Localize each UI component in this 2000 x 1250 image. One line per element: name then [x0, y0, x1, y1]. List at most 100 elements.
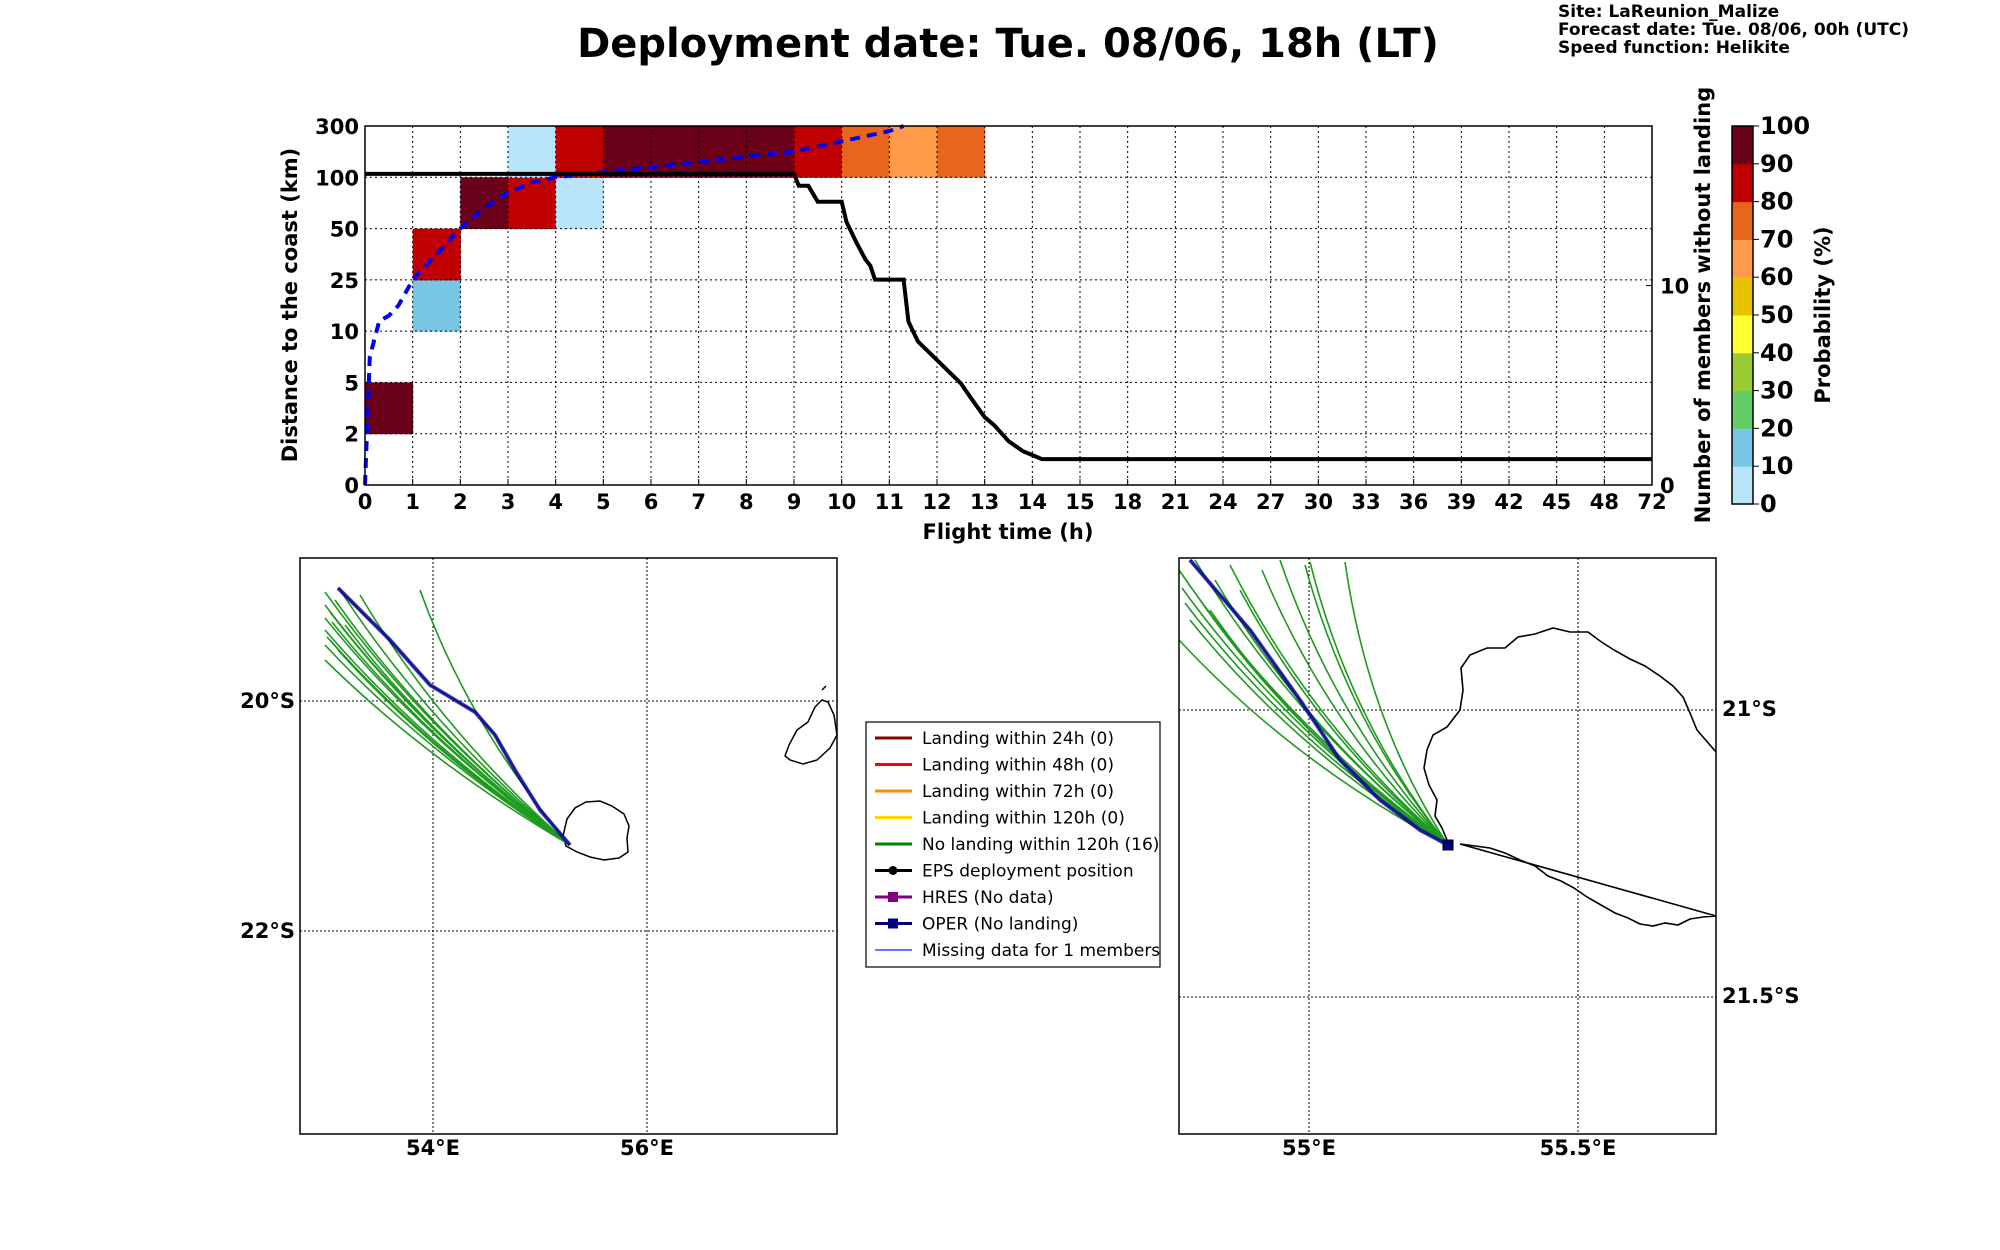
x-tick-label: 48	[1590, 490, 1619, 514]
y-tick-label: 10	[330, 320, 359, 344]
speed-function-label: Speed function: Helikite	[1558, 38, 1790, 58]
mean-distance-line	[363, 124, 905, 486]
heatmap-cell	[555, 177, 604, 230]
colorbar-label: Probability (%)	[1811, 226, 1835, 403]
x-tick-label: 39	[1447, 490, 1476, 514]
colorbar-swatch	[1732, 466, 1753, 505]
map-wide-xtick-54: 54°E	[406, 1136, 460, 1160]
x-tick-label: 30	[1304, 490, 1333, 514]
y-tick-label: 0	[344, 474, 359, 498]
colorbar-tick-label: 90	[1760, 150, 1793, 178]
x-tick-label: 42	[1494, 490, 1523, 514]
map-wide-frame	[299, 557, 838, 1135]
x-tick-label: 4	[548, 490, 563, 514]
ensemble-track	[1344, 561, 1449, 846]
heatmap-cell	[889, 126, 938, 178]
legend-item: HRES (No data)	[875, 888, 1054, 908]
ensemble-track	[1279, 559, 1449, 846]
colorbar-swatch	[1732, 315, 1753, 354]
ensemble-track	[331, 621, 571, 846]
map-wide-ytick-22: 22°S	[240, 919, 295, 943]
heatmap-cell	[365, 382, 414, 435]
colorbar-swatch	[1732, 201, 1753, 240]
heatmap-cell	[841, 126, 890, 178]
ensemble-track	[1309, 561, 1449, 846]
colorbar-tick-label: 50	[1760, 301, 1793, 329]
ensemble-track	[1209, 609, 1449, 846]
heatmap-cell	[460, 177, 509, 230]
x-tick-label: 8	[739, 490, 754, 514]
colorbar-tick-label: 70	[1760, 225, 1793, 253]
heatmap-cell	[937, 126, 986, 178]
x-tick-label: 0	[358, 490, 373, 514]
reunion-coastline-small	[562, 800, 630, 861]
colorbar-tick-label: 0	[1760, 490, 1777, 518]
probability-colorbar: 0 10 20 30 40 50 60 70 80 90 100 Probability (%)	[1731, 112, 1835, 518]
x-tick-label: 2	[453, 490, 468, 514]
ensemble-track	[1229, 564, 1449, 846]
colorbar-swatch	[1732, 126, 1753, 165]
x-tick-label: 21	[1161, 490, 1190, 514]
x-tick-label: 24	[1208, 490, 1237, 514]
map-zoom-ytick-21: 21°S	[1722, 697, 1777, 721]
legend-marker	[888, 892, 898, 902]
map-wide-ytick-20: 20°S	[240, 689, 295, 713]
ensemble-track	[1184, 602, 1449, 846]
x-tick-label: 9	[787, 490, 802, 514]
legend-item: EPS deployment position	[875, 862, 1134, 882]
legend-label: Landing within 48h (0)	[922, 756, 1114, 776]
colorbar-swatch	[1732, 277, 1753, 316]
legend-label: Missing data for 1 members	[922, 941, 1160, 961]
legend-label: No landing within 120h (16)	[922, 835, 1159, 855]
legend-item: Missing data for 1 members	[875, 941, 1160, 961]
map-wide-xtick-56: 56°E	[620, 1136, 674, 1160]
y-axis-label: Distance to the coast (km)	[278, 148, 302, 463]
ensemble-track	[324, 659, 571, 846]
legend-label: HRES (No data)	[922, 888, 1054, 908]
heatmap-cell	[603, 126, 652, 178]
colorbar-tick-label: 10	[1760, 452, 1793, 480]
x-tick-label: 1	[405, 490, 420, 514]
y2-axis-label: Number of members without landing	[1691, 87, 1715, 524]
legend-item: Landing within 120h (0)	[875, 809, 1125, 829]
map-zoom-ytick-215: 21.5°S	[1722, 984, 1799, 1008]
colorbar-swatch	[1732, 390, 1753, 429]
map-zoom-xtick-55: 55°E	[1282, 1136, 1336, 1160]
colorbar-tick-label: 100	[1760, 112, 1810, 140]
x-tick-label: 14	[1018, 490, 1047, 514]
colorbar-tick-label: 30	[1760, 377, 1793, 405]
ensemble-track	[1239, 589, 1449, 846]
oper-track	[336, 586, 572, 847]
distance-probability-chart: 0 1 2 3 4 5 6 7 8 9 10 11 12 13 14 15 18 21 24 27 30 33 36 39 42…	[278, 87, 1715, 544]
map-zoom-xtick-555: 55.5°E	[1540, 1136, 1617, 1160]
legend-box	[865, 721, 1161, 968]
heatmap-cell	[508, 177, 557, 230]
map-wide: 54°E 56°E 20°S 22°S	[240, 557, 838, 1160]
chart-frame	[364, 125, 1653, 486]
y-tick-label: 2	[344, 423, 359, 447]
y-tick-label: 50	[330, 218, 359, 242]
figure-title: Deployment date: Tue. 08/06, 18h (LT)	[577, 21, 1439, 67]
map-zoom: 55°E 55.5°E 21°S 21.5°S	[1178, 557, 1799, 1160]
heatmap-cell	[555, 126, 604, 178]
legend: Landing within 24h (0) Landing within 48h…	[865, 721, 1161, 968]
legend-label: EPS deployment position	[922, 862, 1134, 882]
heatmap-cell	[651, 126, 700, 178]
heatmap-cell	[508, 126, 557, 178]
x-tick-label: 7	[691, 490, 706, 514]
ensemble-track	[1261, 569, 1449, 846]
x-tick-label: 36	[1399, 490, 1428, 514]
y-tick-label: 5	[344, 371, 359, 395]
legend-label: OPER (No landing)	[922, 915, 1078, 935]
colorbar-swatch	[1732, 163, 1753, 203]
x-axis-label: Flight time (h)	[923, 520, 1094, 544]
ensemble-track	[334, 599, 571, 846]
legend-item: OPER (No landing)	[875, 915, 1078, 935]
legend-label: Landing within 72h (0)	[922, 782, 1114, 802]
x-tick-label: 13	[970, 490, 999, 514]
ensemble-track	[339, 589, 571, 846]
y2-tick-label: 0	[1660, 474, 1675, 498]
mauritius-coastline	[784, 685, 838, 765]
x-tick-label: 11	[875, 490, 904, 514]
